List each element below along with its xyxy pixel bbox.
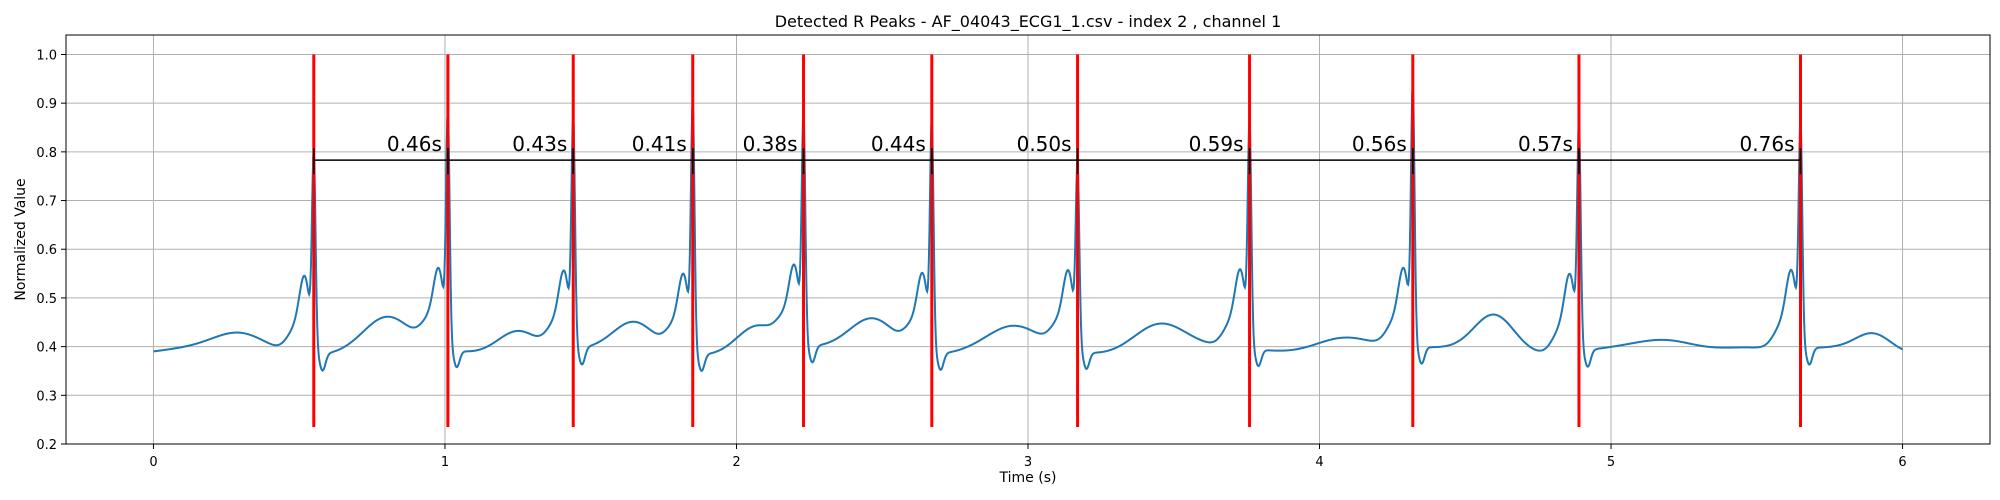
- rr-interval-label: 0.38s: [743, 132, 798, 156]
- rr-interval-label: 0.41s: [632, 132, 687, 156]
- x-tick-label: 3: [1024, 455, 1032, 470]
- y-tick-label: 0.4: [36, 341, 57, 356]
- y-tick-label: 0.7: [36, 195, 57, 210]
- signal-layer: [153, 84, 1904, 373]
- x-axis-label: Time (s): [999, 470, 1057, 486]
- peak-markers: [312, 54, 1803, 427]
- rr-interval-label: 0.59s: [1189, 132, 1244, 156]
- y-tick-label: 0.9: [36, 97, 57, 112]
- x-tick-label: 5: [1607, 455, 1615, 470]
- rr-interval-label: 0.46s: [387, 132, 442, 156]
- grid: [66, 35, 1990, 445]
- rr-interval-label: 0.56s: [1352, 132, 1407, 156]
- x-tick-label: 4: [1315, 455, 1323, 470]
- x-tick-label: 2: [732, 455, 740, 470]
- y-axis-label: Normalized Value: [13, 178, 29, 300]
- x-tick-label: 0: [149, 455, 157, 470]
- axis-ticks: 0 1 2 3 4 5 6 0.2 0.3 0.4 0.5 0.6 0.7 0.8 0.9 1.0: [36, 48, 1906, 470]
- y-tick-label: 0.6: [36, 243, 57, 258]
- y-tick-label: 0.5: [36, 292, 57, 307]
- y-tick-label: 0.3: [36, 389, 57, 404]
- x-tick-label: 1: [441, 455, 449, 470]
- chart-title: Detected R Peaks - AF_04043_ECG1_1.csv -…: [775, 12, 1282, 32]
- rr-interval-label: 0.76s: [1740, 132, 1795, 156]
- rr-intervals: 0.46s 0.43s 0.41s 0.38s 0.44s 0.50s 0.59s 0.56s…: [312, 132, 1802, 175]
- ecg-signal-line: [153, 84, 1904, 373]
- rr-interval-label: 0.43s: [512, 132, 567, 156]
- y-tick-label: 0.2: [36, 438, 57, 453]
- y-tick-label: 1.0: [36, 48, 57, 63]
- rr-interval-label: 0.50s: [1017, 132, 1072, 156]
- y-tick-label: 0.8: [36, 146, 57, 161]
- x-tick-label: 6: [1898, 455, 1906, 470]
- rr-interval-label: 0.57s: [1518, 132, 1573, 156]
- rr-interval-label: 0.44s: [871, 132, 926, 156]
